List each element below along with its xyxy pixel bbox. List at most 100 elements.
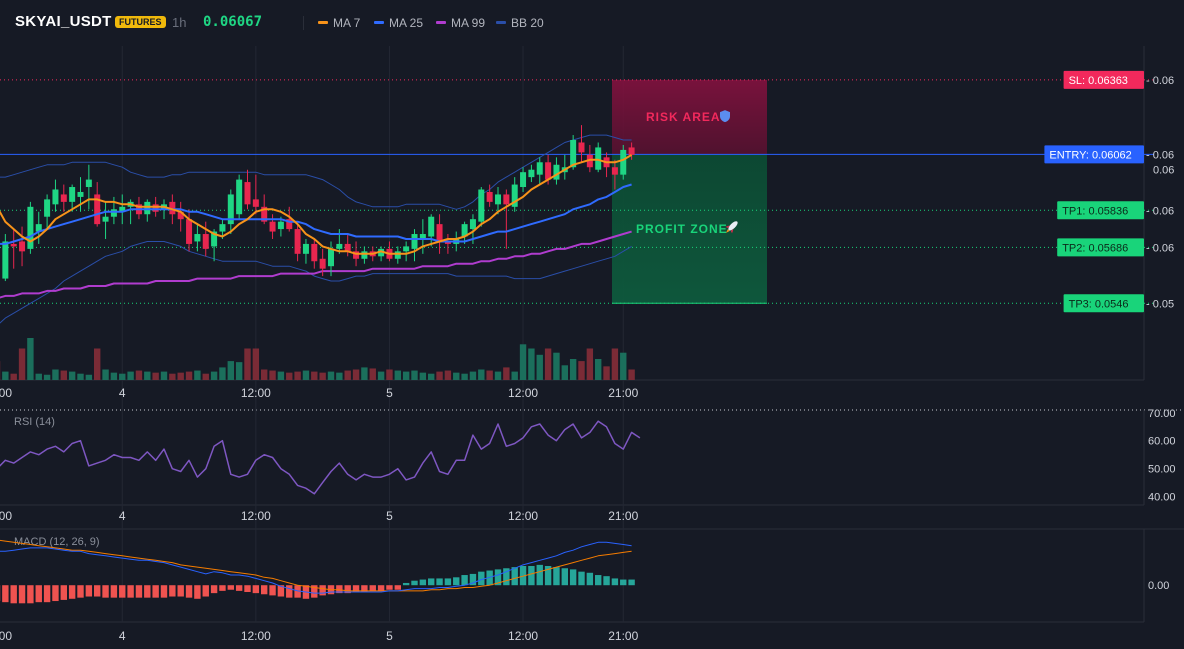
candle-body — [394, 251, 401, 259]
candle-body — [528, 169, 535, 178]
volume-bar — [252, 348, 260, 380]
legend-bb20[interactable]: BB 20 — [496, 16, 544, 30]
volume-bar — [227, 361, 234, 380]
tp-tag — [1057, 201, 1144, 220]
candle-body — [2, 241, 9, 279]
volume-bar — [503, 367, 510, 380]
macd-histogram-bar — [611, 578, 619, 586]
chart-header: SKYAI_USDT FUTURES 1h 0.06067 MA 7 MA 25… — [0, 0, 1184, 46]
volume-bar — [402, 371, 410, 380]
legend-label: BB 20 — [511, 16, 544, 30]
ma7-line — [0, 154, 633, 255]
ma99-line — [0, 230, 632, 299]
volume-bar — [386, 369, 393, 380]
legend-label: MA 25 — [389, 16, 424, 30]
volume-bar — [461, 373, 468, 380]
legend-ma7[interactable]: MA 7 — [318, 16, 360, 30]
macd-histogram-bar — [444, 578, 452, 586]
candle-body — [495, 194, 501, 205]
candle-body — [361, 251, 368, 259]
volume-bar — [127, 371, 134, 380]
rsi-axis-tick-label: 50.00 — [1148, 464, 1176, 476]
volume-bar — [352, 369, 360, 380]
legend-ma25[interactable]: MA 25 — [374, 16, 423, 30]
candle-body — [553, 164, 560, 180]
macd-histogram-bar — [528, 566, 535, 586]
macd-histogram-bar — [569, 569, 577, 586]
legend-swatch — [318, 21, 328, 25]
volume-bar — [528, 348, 535, 380]
volume-bar — [519, 344, 527, 380]
bb20-lower-line — [0, 241, 632, 324]
volume-bar — [544, 348, 552, 380]
x-tick-label: 12:00 — [508, 509, 538, 523]
candle-body — [302, 243, 309, 254]
candle-body — [378, 248, 385, 257]
macd-histogram-bar — [52, 585, 59, 602]
macd-histogram-bar — [119, 585, 126, 598]
tp-axis-value: - 0.06 — [1146, 205, 1174, 217]
volume-bar — [286, 372, 293, 380]
volume-bar — [319, 372, 326, 380]
rsi-axis-tick-label: 60.00 — [1148, 436, 1176, 448]
volume-bar — [277, 371, 285, 380]
macd-histogram-bar — [369, 585, 376, 591]
volume-bar — [553, 352, 560, 380]
entry-axis-value: - 0.06 — [1146, 149, 1174, 161]
candle-body — [85, 179, 92, 188]
volume-bar — [536, 354, 543, 380]
macd-histogram-bar — [10, 585, 17, 604]
volume-bar — [110, 372, 118, 380]
volume-bar — [269, 370, 276, 380]
candle-body — [227, 194, 234, 225]
macd-histogram-bar — [469, 573, 477, 586]
macd-histogram-bar — [411, 580, 418, 586]
macd-histogram-bar — [536, 564, 543, 586]
macd-histogram-bar — [144, 585, 151, 598]
macd-histogram-bar — [544, 566, 552, 586]
volume-bar — [135, 370, 143, 380]
volume-bar — [18, 348, 26, 380]
candle-body — [411, 234, 418, 249]
profit-zone — [612, 154, 767, 304]
macd-histogram-bar — [202, 585, 209, 597]
volume-bar — [177, 372, 184, 380]
volume-bar — [486, 370, 493, 380]
volume-bar — [144, 371, 151, 380]
macd-histogram-bar — [244, 585, 251, 592]
volume-bar — [194, 370, 201, 380]
legend-swatch — [436, 21, 446, 25]
legend-ma99[interactable]: MA 99 — [436, 16, 485, 30]
entry-tag-label: ENTRY: 0.06062 — [1049, 149, 1131, 161]
candle-body — [110, 209, 117, 217]
candle-body — [461, 224, 468, 237]
volume-bar — [569, 359, 577, 380]
macd-histogram-bar — [94, 585, 101, 597]
sl-axis-value: - 0.06 — [1146, 75, 1174, 87]
candle-body — [536, 162, 543, 175]
volume-bar — [219, 367, 226, 380]
macd-histogram-bar — [169, 585, 176, 597]
macd-histogram-bar — [503, 568, 510, 586]
tp-axis-value: - 0.06 — [1146, 242, 1174, 254]
candle-body — [328, 248, 334, 267]
macd-histogram-bar — [519, 566, 527, 586]
candle-body — [77, 191, 84, 197]
macd-line — [0, 541, 632, 594]
candle-body — [144, 201, 151, 215]
candle-body — [60, 194, 67, 202]
macd-histogram-bar — [68, 585, 76, 599]
volume-bar — [77, 373, 84, 380]
macd-histogram-bar — [394, 585, 401, 590]
candle-body — [586, 154, 593, 168]
macd-histogram-bar — [235, 585, 243, 591]
rocket-icon — [725, 221, 738, 234]
volume-bar — [578, 361, 585, 380]
sl-tag — [1063, 70, 1144, 89]
macd-histogram-bar — [102, 585, 109, 598]
candle-body — [252, 199, 259, 207]
symbol-name[interactable]: SKYAI_USDT — [15, 13, 112, 30]
interval-label[interactable]: 1h — [172, 15, 187, 30]
volume-bar — [494, 371, 502, 380]
